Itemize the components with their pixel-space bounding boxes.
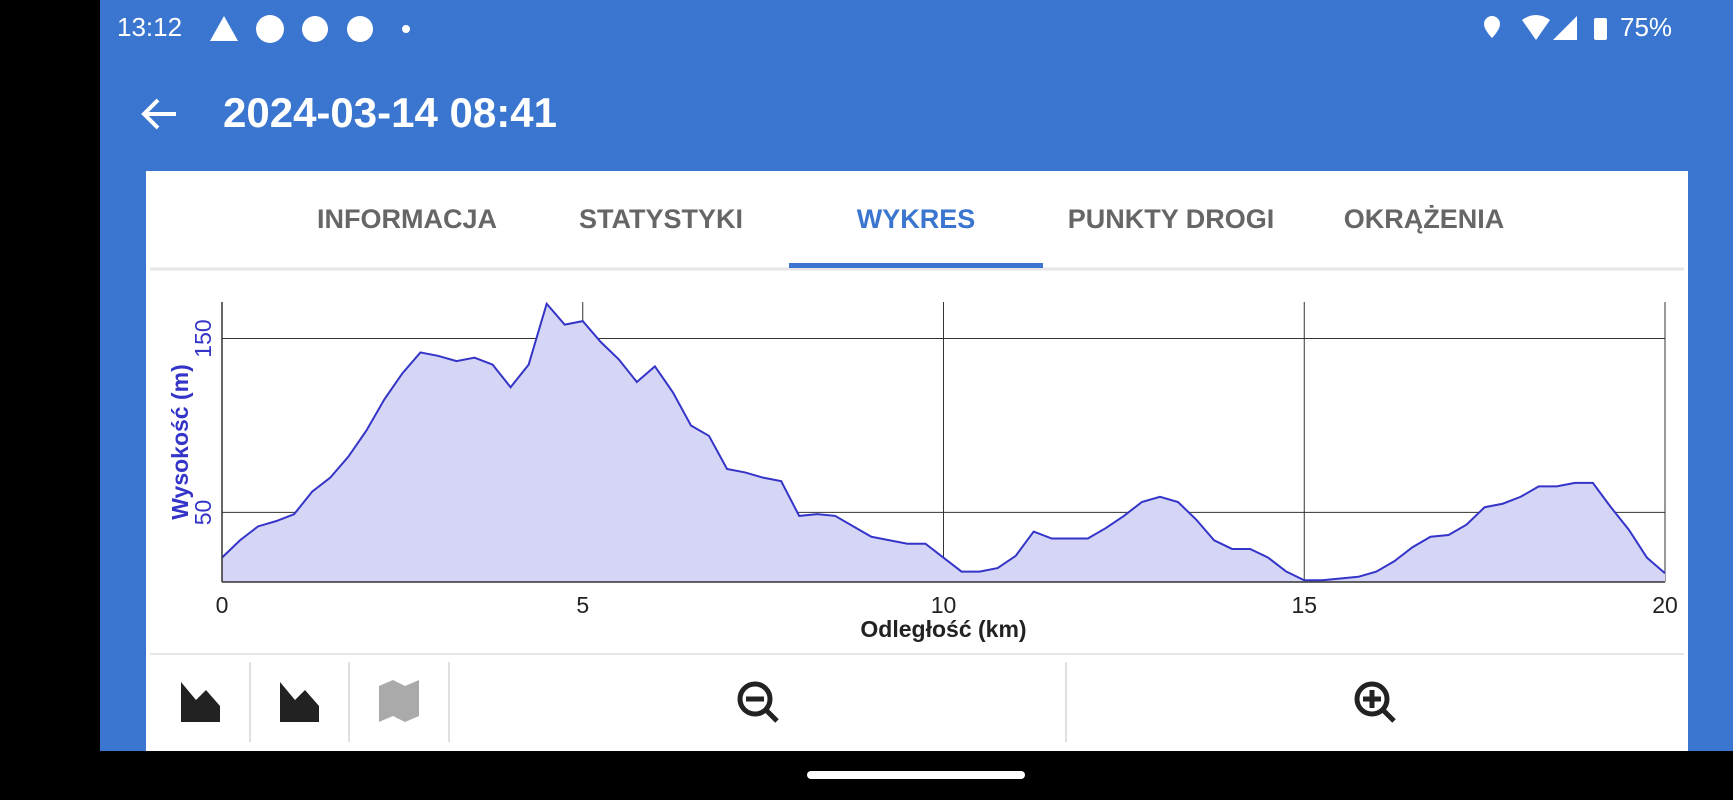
elevation-area (222, 303, 1665, 582)
location-icon (1484, 16, 1500, 38)
map-button[interactable] (379, 680, 419, 722)
status-icons (210, 15, 1607, 43)
tab[interactable]: OKRĄŻENIA (1344, 204, 1505, 234)
elevation-settings-button[interactable] (181, 682, 220, 722)
x-axis-label: Odległość (km) (860, 616, 1026, 642)
zoom-in-handle[interactable] (1381, 708, 1396, 723)
facebook-icon (302, 16, 328, 42)
dot-icon (402, 25, 410, 33)
tab[interactable]: STATYSTYKI (579, 204, 743, 234)
zoom-out-button[interactable] (737, 681, 779, 723)
tab-bar (150, 171, 1684, 269)
elevation-range-button[interactable] (280, 682, 319, 722)
x-tick-label: 0 (216, 592, 229, 618)
tab[interactable]: PUNKTY DROGI (1068, 204, 1275, 234)
elevation-line (221, 301, 1666, 582)
home-indicator[interactable] (807, 771, 1025, 779)
warning-icon (210, 16, 238, 41)
zoom-out-handle[interactable] (764, 708, 779, 723)
tab-indicator (789, 263, 1043, 268)
back-button[interactable] (141, 98, 176, 130)
x-tick-label: 15 (1291, 592, 1317, 618)
facebook-icon (347, 16, 373, 42)
zoom-in-lens[interactable] (1354, 681, 1390, 717)
battery-level: 75% (1620, 12, 1672, 42)
toolbar-separators (249, 662, 1067, 742)
battery-icon (1594, 18, 1607, 40)
tab[interactable]: INFORMACJA (317, 204, 497, 234)
signal-icon (1553, 16, 1577, 40)
x-tick-label: 5 (576, 592, 589, 618)
x-tick-label: 10 (931, 592, 957, 618)
y-tick-label: 150 (190, 319, 216, 357)
circle-icon (256, 15, 284, 43)
tab[interactable]: WYKRES (857, 204, 976, 234)
app-title: 2024-03-14 08:41 (223, 89, 557, 136)
x-tick-label: 20 (1652, 592, 1678, 618)
status-time: 13:12 (117, 12, 182, 42)
y-tick-label: 50 (190, 500, 216, 526)
zoom-in-button[interactable] (1354, 681, 1396, 723)
y-axis-label: Wysokość (m) (167, 364, 193, 520)
wifi-icon (1522, 15, 1550, 40)
zoom-out-lens[interactable] (737, 681, 773, 717)
